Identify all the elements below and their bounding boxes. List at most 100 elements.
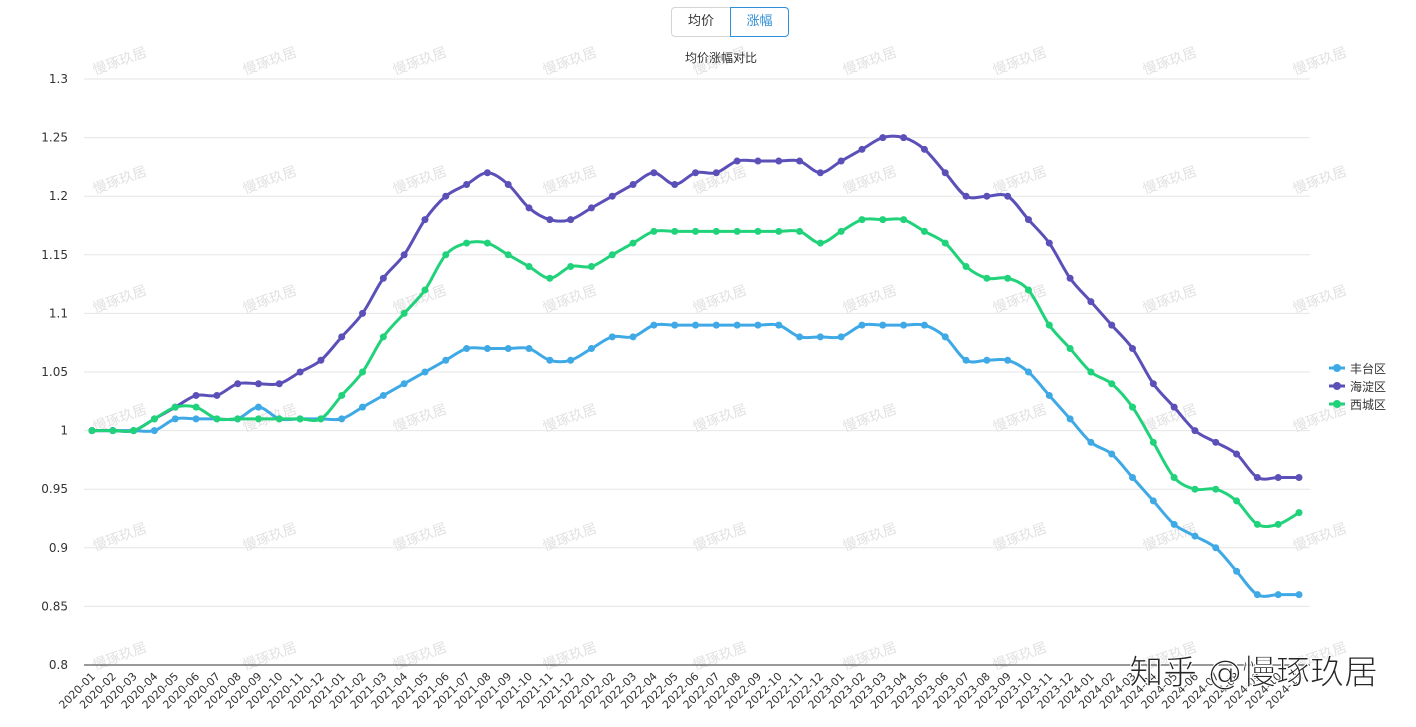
watermark-text: 慢琢玖居 xyxy=(991,639,1049,674)
y-tick-label: 1.15 xyxy=(41,248,68,262)
watermark-text: 慢琢玖居 xyxy=(1141,520,1199,555)
data-point xyxy=(754,227,762,235)
data-point xyxy=(254,403,262,411)
data-point xyxy=(1129,473,1137,481)
data-point xyxy=(1191,485,1199,493)
data-point xyxy=(338,333,346,341)
data-point xyxy=(837,333,845,341)
watermark-text: 慢琢玖居 xyxy=(91,282,149,317)
watermark-text: 慢琢玖居 xyxy=(541,282,599,317)
data-point xyxy=(171,403,179,411)
watermark-text: 慢琢玖居 xyxy=(841,163,899,198)
data-point xyxy=(463,345,471,353)
data-point xyxy=(608,251,616,259)
data-point xyxy=(1108,380,1116,388)
data-point xyxy=(733,157,741,165)
data-point xyxy=(1108,450,1116,458)
data-point xyxy=(379,274,387,282)
data-point xyxy=(525,345,533,353)
data-point xyxy=(400,380,408,388)
watermark-text: 慢琢玖居 xyxy=(1141,44,1199,79)
data-point xyxy=(900,134,908,142)
data-point xyxy=(234,415,242,423)
legend-marker xyxy=(1333,400,1341,408)
watermark-text: 慢琢玖居 xyxy=(1141,163,1199,198)
data-point xyxy=(483,345,491,353)
data-point xyxy=(359,309,367,317)
data-point xyxy=(650,227,658,235)
watermark-text: 慢琢玖居 xyxy=(991,44,1049,79)
data-point xyxy=(525,263,533,271)
y-tick-label: 1.25 xyxy=(41,131,68,145)
watermark-text: 慢琢玖居 xyxy=(841,520,899,555)
watermark-text: 慢琢玖居 xyxy=(1291,282,1349,317)
data-point xyxy=(296,368,304,376)
data-point xyxy=(567,263,575,271)
data-point xyxy=(1212,485,1220,493)
watermark-text: 慢琢玖居 xyxy=(1141,282,1199,317)
increase-tab[interactable]: 涨幅 xyxy=(730,7,789,37)
data-point xyxy=(504,180,512,188)
watermark-text: 慢琢玖居 xyxy=(391,163,449,198)
data-point xyxy=(712,321,720,329)
data-point xyxy=(567,356,575,364)
series-line xyxy=(91,322,1299,598)
watermark-text: 慢琢玖居 xyxy=(91,520,149,555)
data-point xyxy=(483,239,491,247)
data-point xyxy=(254,415,262,423)
data-point xyxy=(421,216,429,224)
data-point xyxy=(1024,216,1032,224)
watermark-text: 慢琢玖居 xyxy=(691,163,749,198)
data-point xyxy=(733,227,741,235)
data-point xyxy=(796,227,804,235)
data-point xyxy=(317,356,325,364)
watermark-text: 慢琢玖居 xyxy=(91,44,149,79)
data-point xyxy=(879,321,887,329)
data-point xyxy=(816,239,824,247)
data-point xyxy=(1149,497,1157,505)
watermark-layer: 慢琢玖居 慢琢玖居 慢琢玖居 慢琢玖居 慢琢玖居 慢琢玖居 慢琢玖居 慢琢玖居 慢琢玖居慢琢玖居… xyxy=(91,44,1349,674)
data-point xyxy=(920,227,928,235)
data-point xyxy=(1274,520,1282,528)
data-point xyxy=(796,333,804,341)
data-point xyxy=(1170,520,1178,528)
data-point xyxy=(504,251,512,259)
data-point xyxy=(941,169,949,177)
data-point xyxy=(712,227,720,235)
chart-title: 均价涨幅对比 xyxy=(685,50,757,65)
watermark-text: 慢琢玖居 xyxy=(691,282,749,317)
watermark-text: 慢琢玖居 xyxy=(691,520,749,555)
data-point xyxy=(650,321,658,329)
y-tick-label: 1.1 xyxy=(49,306,68,320)
avg-price-tab[interactable]: 均价 xyxy=(671,7,731,37)
data-point xyxy=(150,427,158,435)
data-point xyxy=(962,356,970,364)
data-point xyxy=(1129,345,1137,353)
data-point xyxy=(816,169,824,177)
data-point xyxy=(816,333,824,341)
data-point xyxy=(941,333,949,341)
watermark-text: 慢琢玖居 xyxy=(691,639,749,674)
data-point xyxy=(192,391,200,399)
data-point xyxy=(879,216,887,224)
data-point xyxy=(442,251,450,259)
view-toggle: 均价 涨幅 xyxy=(671,7,789,37)
data-point xyxy=(546,216,554,224)
watermark-text: 慢琢玖居 xyxy=(391,520,449,555)
data-point xyxy=(1045,239,1053,247)
watermark-text: 慢琢玖居 xyxy=(541,639,599,674)
data-point xyxy=(1004,356,1012,364)
data-point xyxy=(587,204,595,212)
data-point xyxy=(234,380,242,388)
data-point xyxy=(109,427,117,435)
data-point xyxy=(546,274,554,282)
watermark-text: 慢琢玖居 xyxy=(991,520,1049,555)
data-point xyxy=(442,192,450,200)
data-point xyxy=(130,427,138,435)
data-point xyxy=(1024,368,1032,376)
watermark-text: 慢琢玖居 xyxy=(541,520,599,555)
data-point xyxy=(692,321,699,329)
data-point xyxy=(359,368,367,376)
legend-label: 西城区 xyxy=(1350,398,1386,412)
